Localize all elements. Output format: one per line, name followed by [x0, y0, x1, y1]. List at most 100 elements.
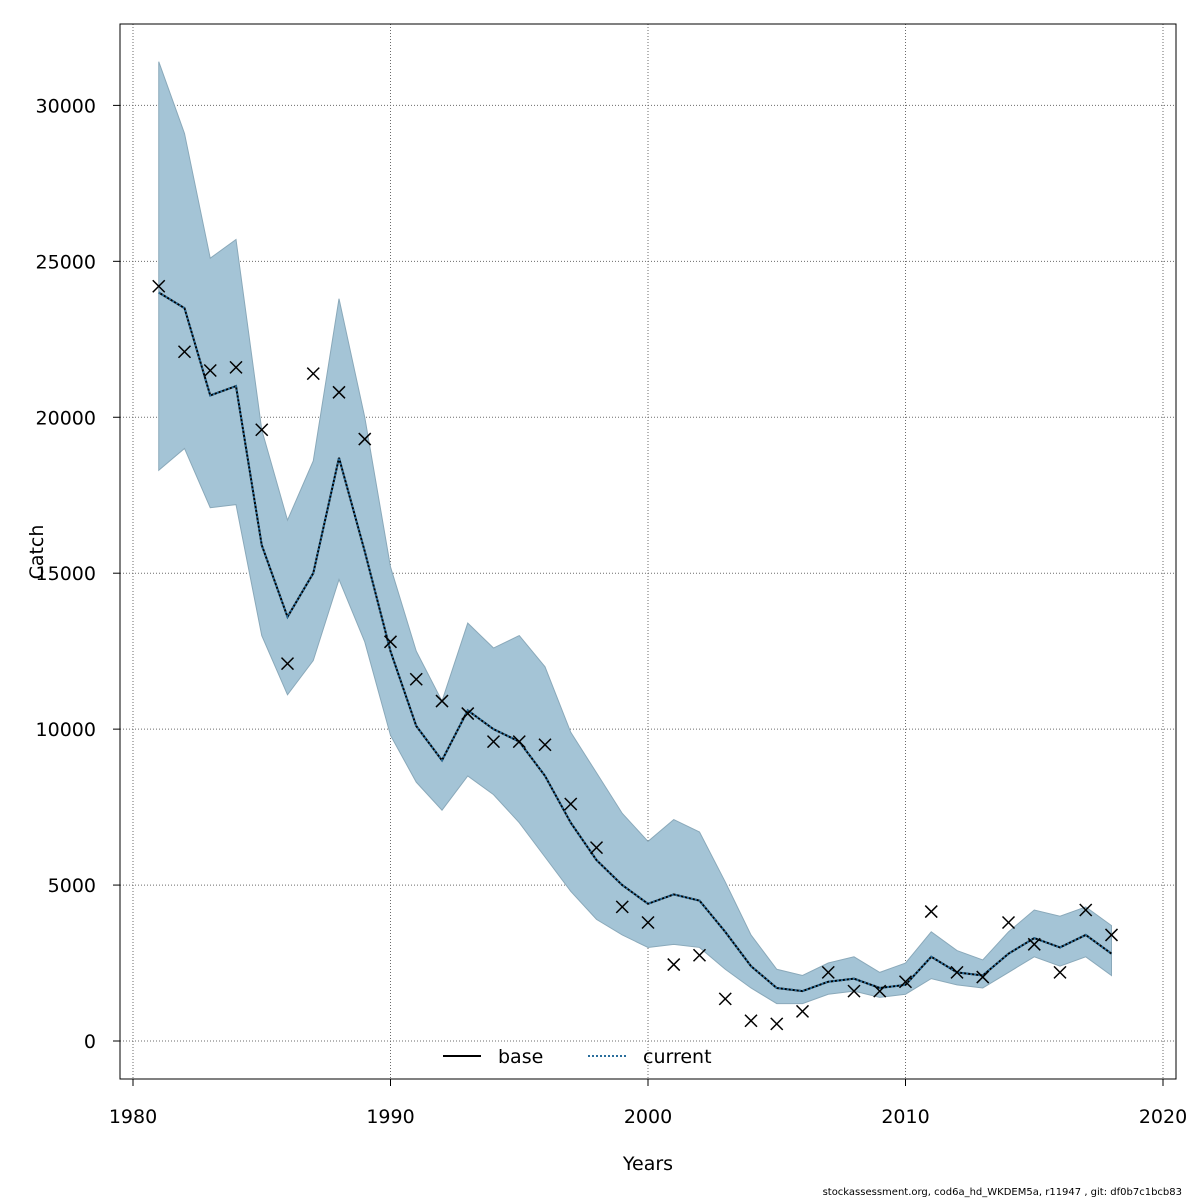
observation-mark-stroke — [152, 279, 166, 293]
observation-mark-stroke — [692, 948, 707, 962]
observation-mark-stroke — [358, 432, 372, 446]
observation-mark-stroke — [1079, 903, 1093, 917]
observation-mark-stroke — [512, 735, 526, 749]
observation-point-2017 — [1079, 903, 1093, 917]
observation-mark-stroke — [1053, 965, 1067, 979]
observation-mark-stroke — [229, 360, 243, 374]
observation-point-2005 — [770, 1017, 784, 1031]
observation-point-1998 — [589, 841, 604, 855]
x-tick-label: 1990 — [366, 1106, 414, 1128]
observation-point-1988 — [332, 385, 346, 399]
observation-point-1990 — [383, 635, 398, 649]
observation-mark-stroke — [486, 735, 501, 749]
observation-mark-stroke — [898, 975, 913, 989]
observation-mark-stroke — [718, 992, 732, 1006]
observation-point-1999 — [615, 900, 629, 914]
observation-mark-stroke — [847, 984, 861, 998]
observation-point-1997 — [564, 797, 578, 811]
observation-mark-stroke — [667, 958, 681, 972]
observation-point-2004 — [744, 1014, 758, 1028]
observation-point-2010 — [898, 975, 913, 989]
observation-mark-stroke — [306, 367, 320, 381]
observation-point-2014 — [1001, 915, 1016, 930]
y-tick-label: 30000 — [36, 95, 96, 117]
observation-mark-stroke — [1001, 915, 1016, 930]
observation-point-2003 — [718, 992, 732, 1006]
observation-mark-stroke — [255, 423, 269, 437]
observation-point-2013 — [976, 970, 990, 984]
observation-mark-stroke — [409, 672, 423, 686]
observation-point-2011 — [924, 905, 938, 919]
observation-point-2015 — [1027, 937, 1041, 951]
legend-label-base: base — [498, 1046, 543, 1068]
observation-mark-stroke — [1027, 937, 1041, 951]
y-tick-label: 5000 — [48, 875, 96, 897]
observation-point-1996 — [538, 738, 552, 752]
observation-point-1989 — [358, 432, 372, 446]
y-tick-label: 15000 — [36, 563, 96, 585]
observation-point-2012 — [950, 965, 964, 979]
observation-point-1991 — [409, 672, 423, 686]
observation-mark-stroke — [461, 707, 475, 721]
y-axis: 0 5000 10000 15000 20000 25000 30000 — [36, 95, 121, 1053]
y-tick-label: 0 — [84, 1031, 96, 1053]
x-axis-title: Years — [622, 1153, 673, 1175]
observation-point-1981 — [152, 279, 166, 293]
x-tick-label: 1980 — [109, 1106, 157, 1128]
observation-mark-stroke — [924, 905, 938, 919]
confidence-band — [158, 61, 1112, 1005]
observation-point-2018 — [1104, 928, 1119, 942]
confidence-band-area — [158, 61, 1112, 1005]
footer-caption: stockassessment.org, cod6a_hd_WKDEM5a, r… — [822, 1187, 1182, 1198]
series-line-current — [158, 291, 1113, 993]
observation-mark-stroke — [976, 970, 990, 984]
observation-mark-stroke — [641, 915, 655, 930]
observation-point-2006 — [795, 1004, 810, 1018]
observation-point-1982 — [177, 345, 192, 359]
observation-point-1995 — [512, 735, 526, 749]
y-axis-title: Catch — [26, 525, 48, 580]
observation-mark-stroke — [615, 900, 629, 914]
y-tick-label: 10000 — [36, 719, 96, 741]
observation-mark-stroke — [950, 965, 964, 979]
observation-markers — [152, 279, 1119, 1031]
x-axis: 1980 1990 2000 2010 2020 — [109, 1078, 1187, 1128]
observation-mark-stroke — [538, 738, 552, 752]
observation-point-1984 — [229, 360, 243, 374]
observation-point-1986 — [280, 657, 295, 671]
observation-point-2009 — [873, 984, 887, 998]
observation-point-1987 — [306, 367, 320, 381]
y-tick-label: 25000 — [36, 251, 96, 273]
observation-mark-stroke — [280, 657, 295, 671]
observation-mark-stroke — [435, 694, 449, 708]
observation-point-1985 — [255, 423, 269, 437]
observation-point-2002 — [692, 948, 707, 962]
y-tick-label: 20000 — [36, 407, 96, 429]
observation-mark-stroke — [177, 345, 192, 359]
observation-mark-stroke — [589, 841, 604, 855]
x-tick-label: 2000 — [624, 1106, 672, 1128]
series-lines — [158, 291, 1113, 993]
observation-point-1994 — [486, 735, 501, 749]
observation-mark-stroke — [795, 1004, 810, 1018]
observation-mark-stroke — [821, 965, 835, 979]
observation-point-2000 — [641, 915, 655, 930]
observation-mark-stroke — [1104, 928, 1119, 942]
observation-mark-stroke — [332, 385, 346, 399]
observation-mark-stroke — [383, 635, 398, 649]
observation-point-1992 — [435, 694, 449, 708]
observation-mark-stroke — [744, 1014, 758, 1028]
observation-mark-stroke — [873, 984, 887, 998]
observation-mark-stroke — [564, 797, 578, 811]
observation-point-2008 — [847, 984, 861, 998]
x-tick-label: 2010 — [881, 1106, 929, 1128]
observation-point-2016 — [1053, 965, 1067, 979]
observation-mark-stroke — [203, 363, 217, 378]
observation-point-2007 — [821, 965, 835, 979]
observation-point-2001 — [667, 958, 681, 972]
observation-point-1983 — [203, 363, 217, 378]
x-tick-label: 2020 — [1139, 1106, 1187, 1128]
observation-mark-stroke — [770, 1017, 784, 1031]
observation-point-1993 — [461, 707, 475, 721]
